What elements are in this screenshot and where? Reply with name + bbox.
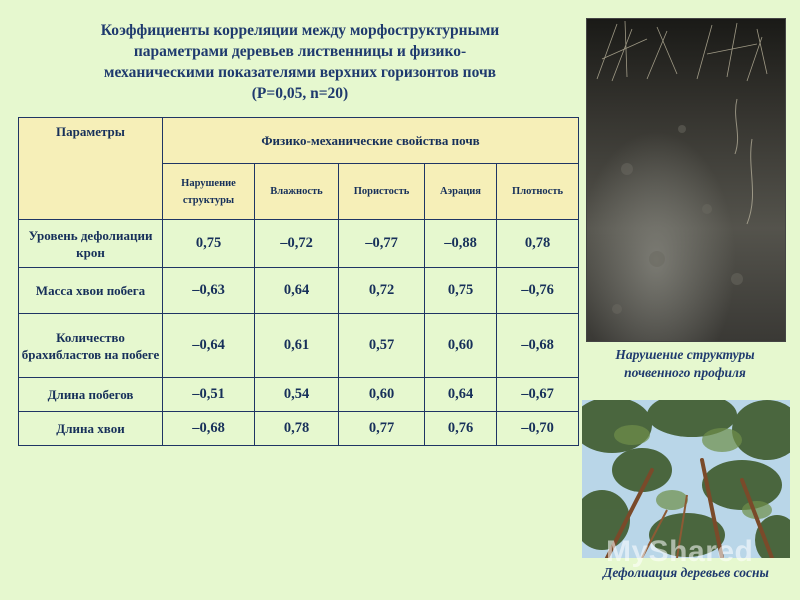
- row-label: Длина побегов: [18, 377, 163, 412]
- pine-canopy-image: [582, 400, 790, 558]
- table-header-row: Параметры Физико-механические свойства п…: [18, 117, 580, 220]
- table-row: Количество брахибластов на побеге –0,64 …: [18, 313, 580, 378]
- row-label: Уровень дефолиации крон: [18, 219, 163, 268]
- soil-properties-header: Физико-механические свойства почв: [161, 117, 580, 164]
- title-line-3: механическими показателями верхних гориз…: [103, 64, 497, 81]
- table-cell: –0,64: [162, 313, 255, 378]
- table-cell: 0,78: [254, 411, 339, 446]
- table-cell: 0,60: [338, 377, 425, 412]
- trees-photo-caption: Дефолиация деревьев сосны: [603, 565, 769, 580]
- title-line-4: (P=0,05, n=20): [251, 85, 349, 102]
- table-cell: –0,51: [162, 377, 255, 412]
- table-cell: 0,78: [495, 219, 580, 268]
- table-cell: –0,68: [495, 313, 580, 378]
- params-header: Параметры: [18, 117, 163, 220]
- soil-caption-line-1: Нарушение структуры: [615, 347, 755, 362]
- table-subheader-row: Нарушение структуры Влажность Пористость…: [19, 163, 580, 220]
- col-header-structure: Нарушение структуры: [162, 163, 255, 220]
- table-cell: 0,75: [424, 267, 497, 314]
- soil-profile-photo: [586, 18, 786, 342]
- table-cell: –0,88: [424, 219, 497, 268]
- table-row: Масса хвои побега –0,63 0,64 0,72 0,75 –…: [18, 267, 580, 314]
- table-cell: 0,72: [338, 267, 425, 314]
- table-cell: –0,76: [495, 267, 580, 314]
- table-cell: –0,67: [495, 377, 580, 412]
- correlation-table: Параметры Физико-механические свойства п…: [18, 117, 580, 446]
- slide-title: Коэффициенты корреляции между морфострук…: [40, 20, 560, 104]
- table-cell: –0,77: [338, 219, 425, 268]
- table-cell: –0,72: [254, 219, 339, 268]
- row-label: Масса хвои побега: [18, 267, 163, 314]
- pine-trees-photo: [582, 400, 790, 558]
- table-cell: 0,54: [254, 377, 339, 412]
- table-row: Уровень дефолиации крон 0,75 –0,72 –0,77…: [18, 219, 580, 268]
- table-cell: 0,77: [338, 411, 425, 446]
- title-line-1: Коэффициенты корреляции между морфострук…: [100, 22, 500, 39]
- col-header-moisture: Влажность: [254, 163, 339, 220]
- col-header-aeration: Аэрация: [424, 163, 497, 220]
- table-cell: 0,57: [338, 313, 425, 378]
- table-cell: 0,60: [424, 313, 497, 378]
- table-cell: 0,64: [254, 267, 339, 314]
- table-cell: –0,68: [162, 411, 255, 446]
- soil-profile-image: [587, 19, 785, 341]
- table-row: Длина хвои –0,68 0,78 0,77 0,76 –0,70: [18, 411, 580, 446]
- table-cell: 0,76: [424, 411, 497, 446]
- table-cell: –0,70: [495, 411, 580, 446]
- row-label: Количество брахибластов на побеге: [18, 313, 163, 378]
- soil-photo-caption: Нарушение структуры почвенного профиля: [586, 346, 784, 382]
- table-row: Длина побегов –0,51 0,54 0,60 0,64 –0,67: [18, 377, 580, 412]
- soil-caption-line-2: почвенного профиля: [624, 365, 746, 380]
- row-label: Длина хвои: [18, 411, 163, 446]
- title-line-2: параметрами деревьев лиственницы и физик…: [133, 43, 467, 60]
- table-cell: 0,75: [162, 219, 255, 268]
- col-header-density: Плотность: [495, 163, 580, 220]
- table-cell: 0,61: [254, 313, 339, 378]
- table-cell: 0,64: [424, 377, 497, 412]
- watermark-logo: MyShared: [606, 535, 754, 568]
- table-cell: –0,63: [162, 267, 255, 314]
- col-header-porosity: Пористость: [338, 163, 425, 220]
